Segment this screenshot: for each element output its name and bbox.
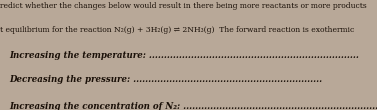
- Text: Decreasing the pressure: .......................................................: Decreasing the pressure: ...............…: [9, 75, 323, 84]
- Text: Increasing the concentration of N₂: ............................................: Increasing the concentration of N₂: ....…: [9, 102, 377, 110]
- Text: t equilibrium for the reaction N₂(g) + 3H₂(g) ⇌ 2NH₃(g)  The forward reaction is: t equilibrium for the reaction N₂(g) + 3…: [0, 26, 354, 34]
- Text: redict whether the changes below would result in there being more reactants or m: redict whether the changes below would r…: [0, 2, 367, 10]
- Text: Increasing the temperature: ....................................................: Increasing the temperature: ............…: [9, 51, 359, 60]
